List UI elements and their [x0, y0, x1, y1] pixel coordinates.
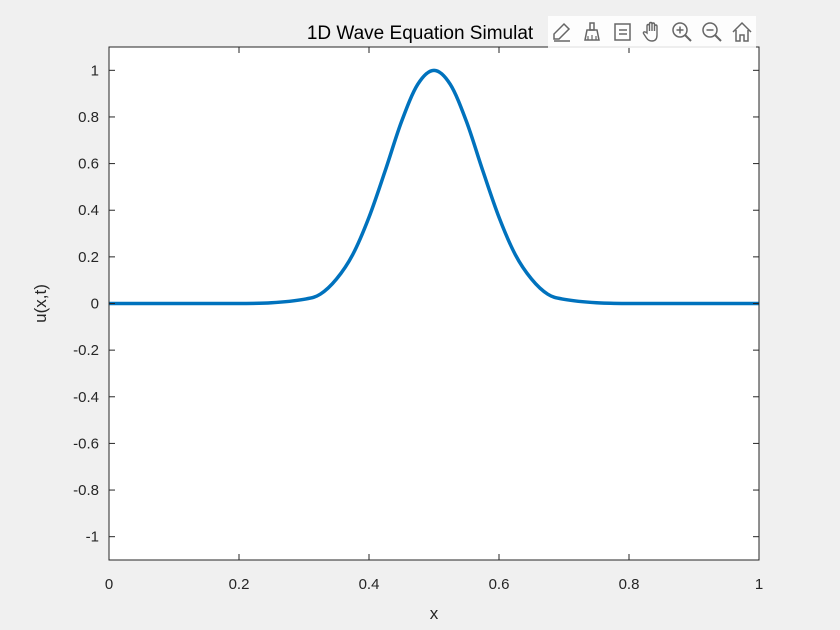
chart-title: 1D Wave Equation Simulat — [307, 23, 534, 44]
data-tips-button[interactable] — [548, 17, 576, 47]
x-tick-label: 0.6 — [489, 576, 510, 593]
x-axis-ticks: 0 0.2 0.4 0.6 0.8 1 — [105, 47, 763, 593]
pan-button[interactable] — [638, 17, 666, 47]
y-tick-label: -1 — [86, 529, 99, 546]
x-tick-label: 0.2 — [229, 576, 250, 593]
y-tick-label: 0.8 — [78, 109, 99, 126]
zoom-in-button[interactable] — [668, 17, 696, 47]
brush-icon — [584, 22, 600, 41]
data-cursor-button[interactable] — [608, 17, 636, 47]
x-tick-label: 0.4 — [359, 576, 380, 593]
y-tick-label: 1 — [91, 62, 99, 79]
y-axis-ticks: -1 -0.8 -0.6 -0.4 -0.2 0 0.2 0.4 0.6 0.8 1 — [73, 62, 759, 546]
axes-toolbar — [548, 16, 756, 48]
y-tick-label: -0.8 — [73, 482, 99, 499]
zoom-in-icon — [672, 22, 692, 42]
x-tick-label: 0.8 — [619, 576, 640, 593]
y-tick-label: -0.4 — [73, 389, 99, 406]
x-tick-label: 1 — [755, 576, 763, 593]
y-tick-label: 0 — [91, 296, 99, 313]
pan-hand-icon — [642, 21, 658, 42]
restore-view-button[interactable] — [728, 17, 756, 47]
series-layer — [108, 68, 759, 306]
series-line — [108, 68, 759, 306]
x-axis-label: x — [430, 604, 439, 623]
brush-button[interactable] — [578, 17, 606, 47]
home-icon — [732, 21, 752, 42]
x-tick-label: 0 — [105, 576, 113, 593]
y-tick-label: -0.6 — [73, 435, 99, 452]
y-tick-label: 0.4 — [78, 202, 99, 219]
zoom-out-button[interactable] — [698, 17, 726, 47]
y-tick-label: 0.2 — [78, 249, 99, 266]
y-axis-label: u(x,t) — [31, 284, 50, 323]
zoom-out-icon — [702, 22, 722, 42]
data-tips-icon — [553, 22, 571, 42]
data-cursor-icon — [614, 23, 631, 41]
y-tick-label: 0.6 — [78, 156, 99, 173]
y-tick-label: -0.2 — [73, 342, 99, 359]
